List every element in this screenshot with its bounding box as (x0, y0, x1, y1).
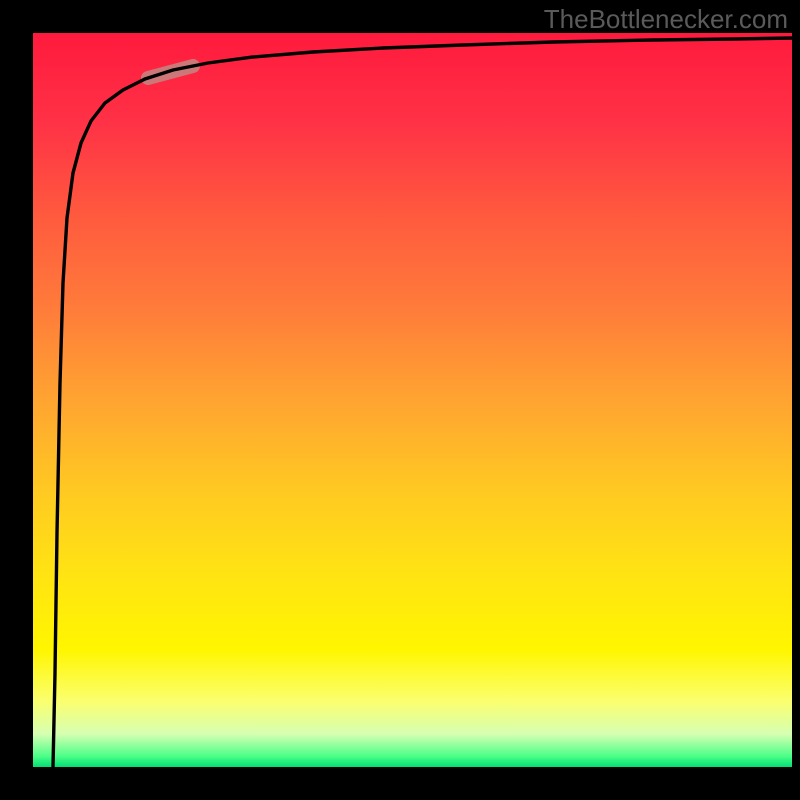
plot-area (33, 33, 792, 767)
watermark-text: TheBottlenecker.com (544, 4, 788, 35)
main-curve (53, 38, 792, 767)
curve-layer (33, 33, 792, 767)
